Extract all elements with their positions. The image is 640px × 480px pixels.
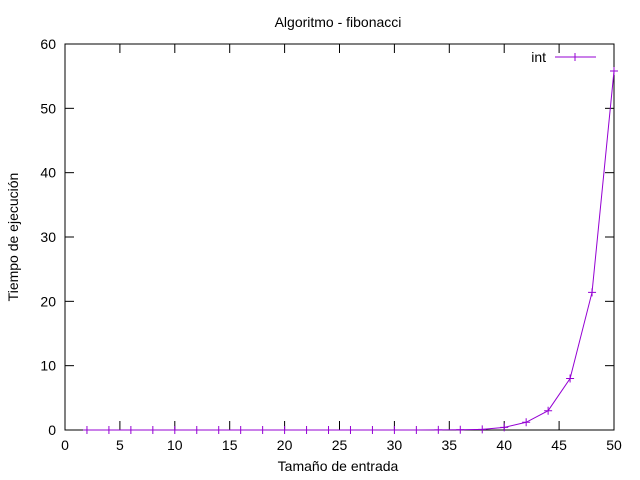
data-point — [259, 426, 267, 434]
data-point — [281, 426, 289, 434]
data-point — [215, 426, 223, 434]
x-axis-label: Tamaño de entrada — [278, 458, 399, 474]
x-tick-label: 35 — [442, 437, 458, 453]
data-point — [83, 426, 91, 434]
y-axis-ticks: 0 10 20 30 40 50 60 — [40, 36, 614, 438]
data-point — [566, 375, 574, 383]
x-tick-label: 10 — [167, 437, 183, 453]
x-tick-label: 50 — [606, 437, 622, 453]
y-tick-label: 30 — [40, 229, 56, 245]
data-point — [544, 407, 552, 415]
data-point — [588, 288, 596, 296]
y-tick-label: 20 — [40, 293, 56, 309]
y-tick-label: 0 — [48, 422, 56, 438]
x-tick-label: 30 — [387, 437, 403, 453]
data-point — [434, 426, 442, 434]
legend: int — [531, 49, 596, 65]
plot-area-frame — [65, 44, 614, 430]
data-point — [456, 426, 464, 434]
x-tick-label: 5 — [116, 437, 124, 453]
data-point — [368, 426, 376, 434]
data-point — [237, 426, 245, 434]
data-point — [193, 426, 201, 434]
data-point — [127, 426, 135, 434]
data-point — [610, 67, 618, 75]
data-point — [390, 426, 398, 434]
legend-marker — [571, 53, 579, 61]
data-point — [412, 426, 420, 434]
x-tick-label: 20 — [277, 437, 293, 453]
data-point — [303, 426, 311, 434]
data-point — [522, 418, 530, 426]
series-layer — [83, 67, 618, 434]
x-tick-label: 40 — [496, 437, 512, 453]
x-tick-label: 45 — [551, 437, 567, 453]
y-tick-label: 10 — [40, 358, 56, 374]
x-tick-label: 25 — [332, 437, 348, 453]
data-point — [171, 426, 179, 434]
y-tick-label: 50 — [40, 100, 56, 116]
chart-title: Algoritmo - fibonacci — [275, 14, 402, 30]
x-axis-ticks: 0 5 10 15 20 25 30 35 40 45 50 — [61, 44, 622, 453]
data-point — [346, 426, 354, 434]
y-axis-label: Tiempo de ejecución — [5, 173, 21, 302]
x-tick-label: 15 — [222, 437, 238, 453]
x-tick-label: 0 — [61, 437, 69, 453]
data-point — [149, 426, 157, 434]
y-tick-label: 60 — [40, 36, 56, 52]
y-tick-label: 40 — [40, 165, 56, 181]
data-point — [105, 426, 113, 434]
data-point — [478, 425, 486, 433]
series-line-int — [87, 71, 614, 430]
data-point — [325, 426, 333, 434]
legend-label: int — [531, 49, 546, 65]
